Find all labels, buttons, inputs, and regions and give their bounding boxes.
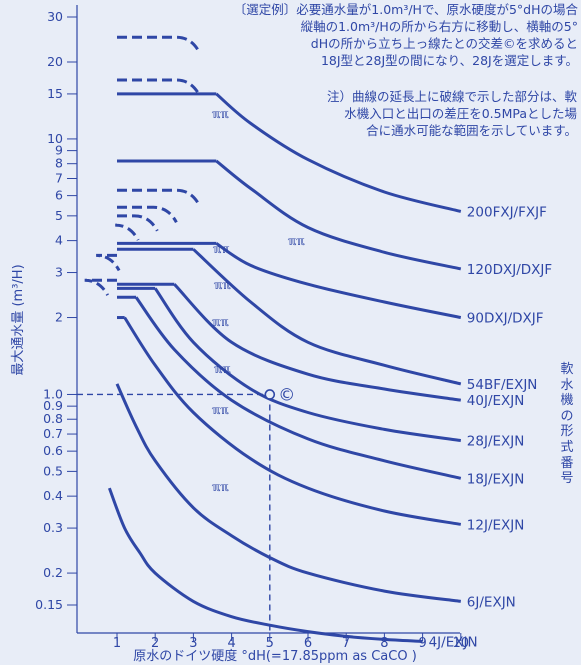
curve-54bf-exjn xyxy=(192,248,462,386)
series-label-6j-exjn: 6J/EXJN xyxy=(467,594,516,610)
curve-90dxj-dxjf xyxy=(215,242,462,319)
pressure-marker: ℼℼ xyxy=(212,480,229,494)
series-label-12j-exjn: 12J/EXJN xyxy=(467,517,525,533)
y-tick-label: 9 xyxy=(55,143,63,158)
y-tick-label: 10 xyxy=(47,131,63,146)
x-axis-label: 原水のドイツ硬度 °dH(=17.85ppm as CaCO ) xyxy=(133,648,417,664)
y-tick-label: 20 xyxy=(47,54,63,69)
dashed-extension-note: 注）曲線の延長上に破線で示した部分は、軟 水機入口と出口の差圧を0.5MPaとし… xyxy=(326,89,577,138)
x-tick-label: 9 xyxy=(418,636,426,651)
curve-4j-exjn xyxy=(107,487,423,643)
model-number-vertical-label: 軟水機の形式番号 xyxy=(560,362,574,487)
x-tick-label: 6 xyxy=(304,636,312,651)
pressure-marker: ℼℼ xyxy=(213,242,230,256)
x-tick-label: 8 xyxy=(380,636,388,651)
y-axis-label: 最大通水量 (m³/H) xyxy=(11,264,26,375)
y-tick-label: 1.0 xyxy=(43,386,63,401)
y-tick-label: 0.6 xyxy=(43,443,63,458)
pressure-marker: ℼℼ xyxy=(288,234,305,248)
y-tick-label: 15 xyxy=(47,86,63,101)
y-tick-label: 0.15 xyxy=(35,597,63,612)
dashed-extension-12j-exjn xyxy=(84,278,117,296)
dashed-extension-28j-exjn xyxy=(115,223,140,241)
y-tick-label: 8 xyxy=(55,156,63,171)
y-tick-label: 5 xyxy=(55,208,63,223)
pressure-marker: ℼℼ xyxy=(212,107,229,121)
selection-point-marker xyxy=(264,389,276,400)
curve-120dxj-dxjf xyxy=(215,159,462,271)
x-tick-label: 5 xyxy=(266,636,274,651)
y-tick-label: 3 xyxy=(55,265,63,280)
curve-12j-exjn xyxy=(123,316,462,526)
selection-point-label: © xyxy=(278,385,295,405)
curve-18j-exjn xyxy=(134,296,462,480)
pressure-marker: ℼℼ xyxy=(214,362,231,376)
y-tick-label: 0.7 xyxy=(43,426,63,441)
pressure-marker: ℼℼ xyxy=(214,278,231,292)
dashed-extension-40j-exjn xyxy=(117,214,159,232)
series-label-54bf-exjn: 54BF/EXJN xyxy=(467,377,538,393)
dashed-extension-120dxj-dxjf xyxy=(117,78,201,96)
y-tick-label: 6 xyxy=(55,188,63,203)
pressure-marker: ℼℼ xyxy=(212,403,229,417)
selection-example-note: 〔選定例〕必要通水量が1.0m³/Hで、原水硬度が5°dHの場合 縦軸の1.0m… xyxy=(233,2,578,68)
x-tick-label: 2 xyxy=(151,636,159,651)
y-tick-label: 0.9 xyxy=(43,398,63,413)
y-tick-label: 7 xyxy=(55,171,63,186)
series-label-120dxj-dxjf: 120DXJ/DXJF xyxy=(467,262,552,278)
dashed-extension-54bf-exjn xyxy=(117,205,178,224)
curve-200fxj-fxjf xyxy=(215,92,462,213)
series-label-4j-exjn: 4J/EXJN xyxy=(429,634,478,650)
y-tick-label: 0.3 xyxy=(43,520,63,535)
series-label-200fxj-fxjf: 200FXJ/FXJF xyxy=(467,204,547,220)
y-tick-label: 30 xyxy=(47,9,63,24)
series-label-28j-exjn: 28J/EXJN xyxy=(467,434,525,450)
x-tick-label: 4 xyxy=(227,636,235,651)
x-tick-label: 3 xyxy=(189,636,197,651)
x-tick-label: 7 xyxy=(342,636,350,651)
y-tick-label: 0.5 xyxy=(43,463,63,478)
series-label-18j-exjn: 18J/EXJN xyxy=(467,471,525,487)
y-tick-label: 0.2 xyxy=(43,565,63,580)
curve-6j-exjn xyxy=(115,383,461,603)
series-label-40j-exjn: 40J/EXJN xyxy=(467,393,525,409)
y-tick-label: 0.8 xyxy=(43,411,63,426)
curve-40j-exjn xyxy=(173,283,462,402)
y-tick-label: 4 xyxy=(55,233,63,248)
x-tick-label: 1 xyxy=(113,636,121,651)
x-tick-label: 10 xyxy=(453,636,470,651)
dashed-extension-18j-exjn xyxy=(96,253,121,272)
dashed-extension-90dxj-dxjf xyxy=(117,188,201,206)
curve-28j-exjn xyxy=(153,287,462,443)
dashed-extension-200fxj-fxjf xyxy=(117,35,201,53)
y-tick-label: 0.4 xyxy=(43,488,63,503)
pressure-marker: ℼℼ xyxy=(212,315,229,329)
y-tick-label: 2 xyxy=(55,310,63,325)
series-label-90dxj-dxjf: 90DXJ/DXJF xyxy=(467,311,544,327)
